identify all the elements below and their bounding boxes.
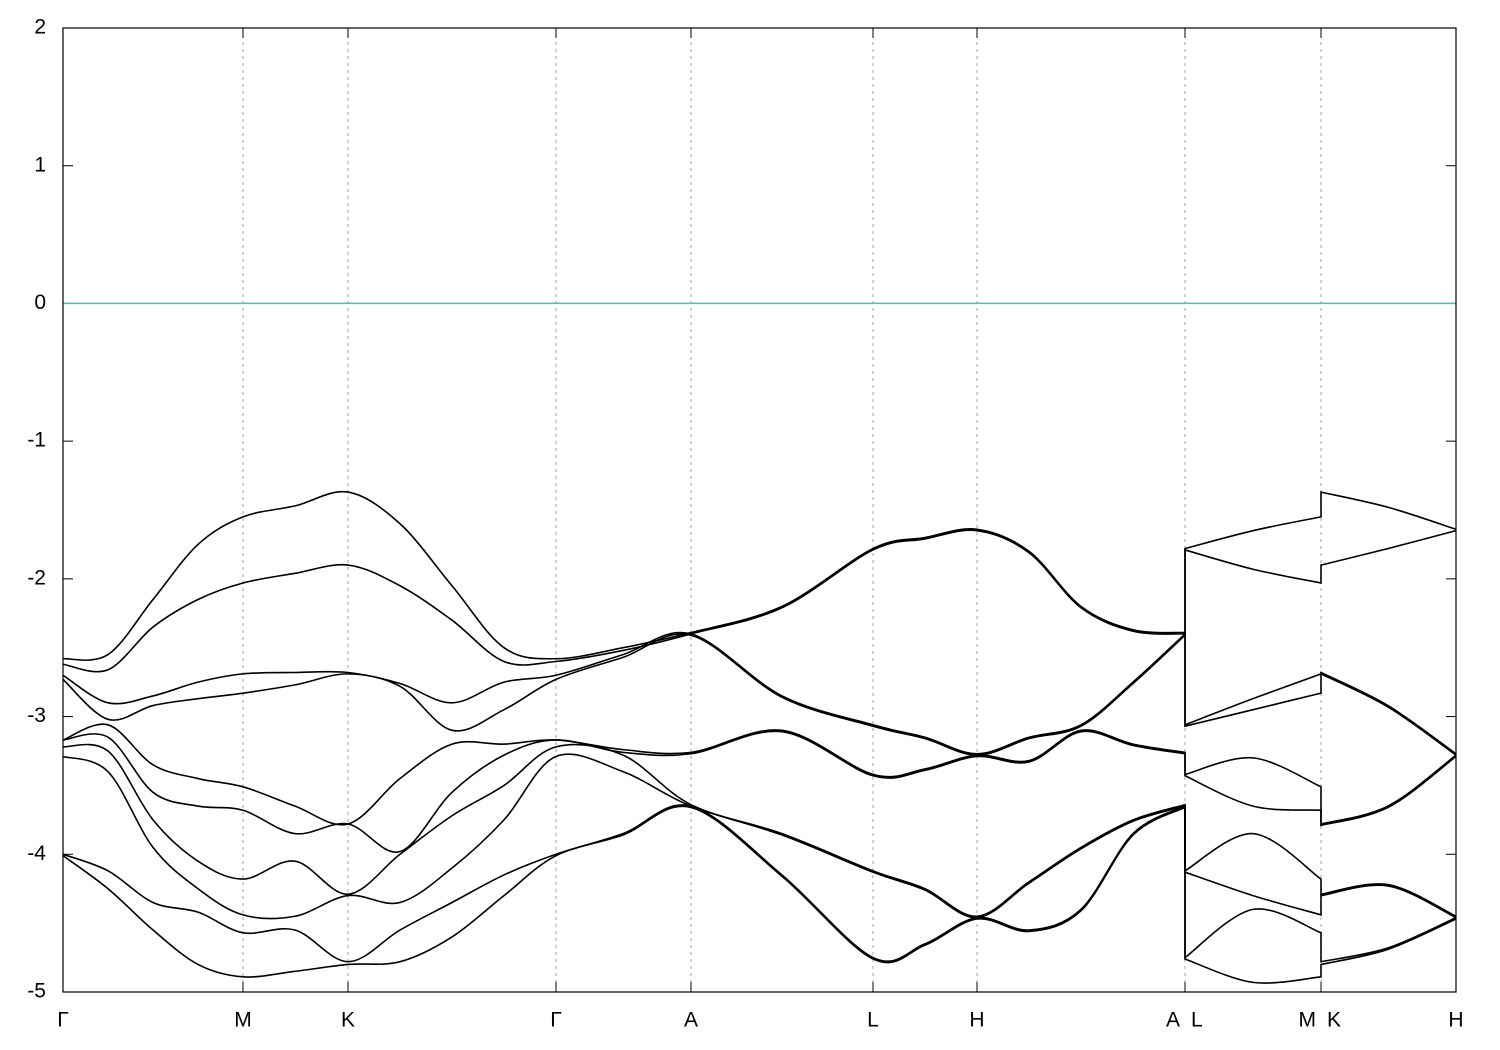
x-tick-label: L <box>1191 1009 1203 1032</box>
band-line <box>62 633 1457 756</box>
x-tick-label: H <box>1448 1009 1463 1032</box>
y-tick-label: -4 <box>27 842 46 865</box>
y-tick-label: -2 <box>27 566 46 589</box>
band-line <box>62 490 1457 661</box>
y-tick-label: 0 <box>34 291 46 314</box>
x-tick-label: M <box>1299 1009 1317 1032</box>
x-tick-label: K <box>341 1009 355 1032</box>
x-tick-label: Γ <box>57 1009 69 1032</box>
x-tick-label: L <box>867 1009 879 1032</box>
band-line <box>62 805 1457 984</box>
plot-frame <box>62 27 1457 993</box>
band-line <box>62 631 1457 755</box>
band-line <box>62 529 1457 673</box>
x-tick-label: K <box>1327 1009 1341 1032</box>
x-tick-label: M <box>234 1009 252 1032</box>
y-tick-label: 2 <box>34 16 46 39</box>
y-tick-label: -1 <box>27 429 46 452</box>
band-line <box>62 804 1457 963</box>
y-tick-label: 1 <box>34 153 46 176</box>
y-tick-label: -3 <box>27 704 46 727</box>
x-tick-label: H <box>969 1009 984 1032</box>
x-tick-label: A <box>1166 1009 1180 1032</box>
x-tick-label: A <box>684 1009 698 1032</box>
y-tick-label: -5 <box>27 980 46 1003</box>
x-tick-label: Γ <box>550 1009 562 1032</box>
band-line <box>62 730 1457 853</box>
band-line <box>62 723 1457 826</box>
